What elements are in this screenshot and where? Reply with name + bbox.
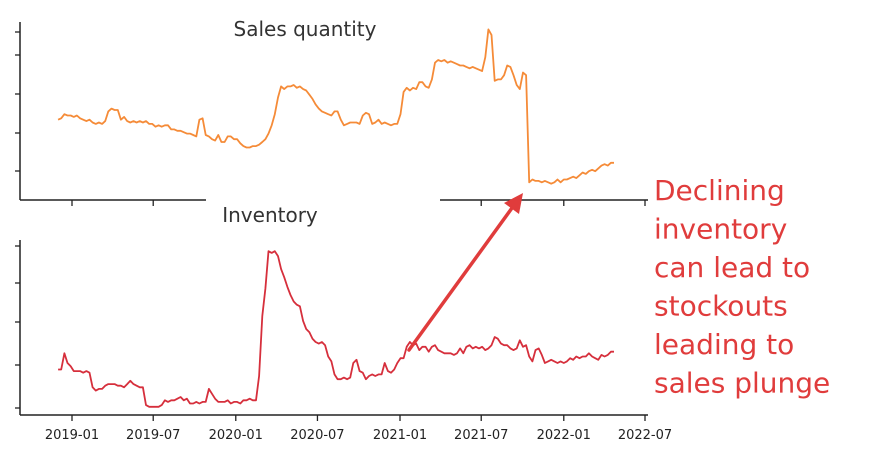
sales-title: Sales quantity xyxy=(234,17,377,41)
annotation-arrow-head xyxy=(504,193,523,214)
sales-panel: Sales quantity xyxy=(15,17,648,206)
x-tick-label: 2019-01 xyxy=(45,428,99,443)
x-tick-label: 2020-01 xyxy=(209,428,263,443)
x-tick-label: 2022-01 xyxy=(537,428,591,443)
inventory-title: Inventory xyxy=(222,203,318,227)
annotation-arrow xyxy=(407,193,523,352)
sales-axes xyxy=(15,22,648,206)
annotation-text: Declining inventory can lead to stockouts le… xyxy=(654,174,830,400)
x-tick-label: 2021-07 xyxy=(454,428,508,443)
annotation-arrow-shaft xyxy=(407,206,514,352)
x-tick-label: 2022-07 xyxy=(618,428,672,443)
annotation-line: sales plunge xyxy=(654,367,830,400)
annotation-line: can lead to xyxy=(654,251,810,284)
inventory-panel: Inventory 2019-01 2019-07 2020-01 2020-07 20… xyxy=(15,203,672,443)
x-tick-label: 2020-07 xyxy=(290,428,344,443)
annotation-line: inventory xyxy=(654,213,787,246)
annotation-line: stockouts xyxy=(654,290,788,323)
annotation-line: leading to xyxy=(654,328,794,361)
inventory-axes xyxy=(15,240,648,421)
sales-series-line xyxy=(57,28,614,185)
inventory-series-line xyxy=(58,250,614,408)
annotation-line: Declining xyxy=(654,174,785,207)
x-tick-label: 2021-01 xyxy=(373,428,427,443)
x-tick-label: 2019-07 xyxy=(126,428,180,443)
x-tick-labels: 2019-01 2019-07 2020-01 2020-07 2021-01 2021-… xyxy=(45,428,672,443)
